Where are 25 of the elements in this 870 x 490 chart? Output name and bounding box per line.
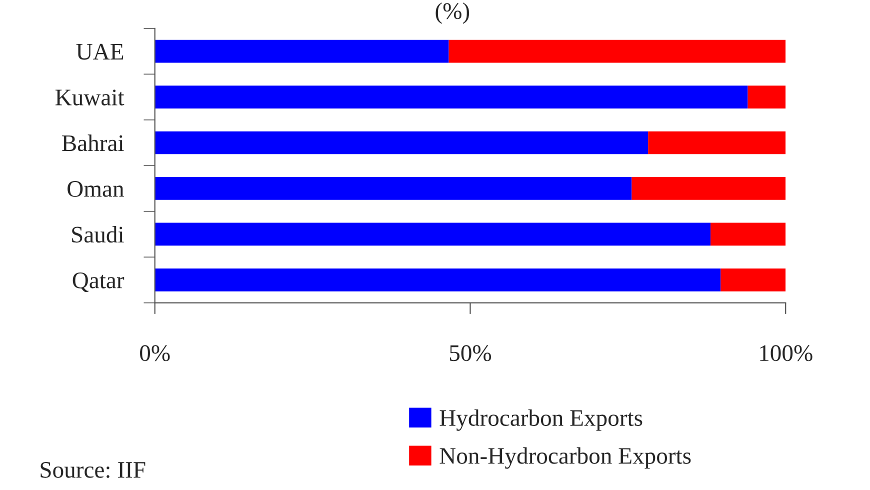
bar — [720, 268, 786, 292]
bar — [154, 177, 632, 200]
bar — [154, 131, 648, 154]
x-tick-label: 100% — [760, 345, 812, 362]
y-tick-label: Oman — [68, 181, 124, 197]
y-tick-label: Kuwait — [55, 90, 124, 106]
y-tick-label: Saudi — [72, 226, 124, 243]
bar — [748, 86, 786, 108]
legend-label: Non-Hydrocarbon Exports — [440, 447, 691, 469]
bar — [648, 131, 786, 154]
bar — [710, 222, 786, 246]
bar — [632, 177, 786, 200]
bar — [448, 40, 786, 63]
bar — [154, 86, 748, 108]
x-tick-label: 50% — [450, 345, 492, 362]
bar — [154, 222, 711, 246]
source-note: Source: IIF — [40, 462, 146, 478]
y-tick-label: Qatar — [72, 272, 124, 292]
bar — [154, 40, 449, 63]
chart-title: (%) — [436, 2, 470, 24]
y-tick-label: UAE — [76, 44, 124, 60]
bar — [154, 268, 721, 292]
y-tick-label: Bahrai — [62, 134, 124, 152]
legend-label: Hydrocarbon Exports — [440, 409, 642, 431]
x-tick-label: 0% — [140, 345, 170, 362]
